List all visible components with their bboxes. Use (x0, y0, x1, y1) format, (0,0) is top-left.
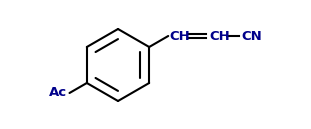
Text: CH: CH (209, 30, 230, 42)
Text: Ac: Ac (49, 87, 67, 99)
Text: CH: CH (169, 30, 190, 42)
Text: CN: CN (241, 30, 262, 42)
